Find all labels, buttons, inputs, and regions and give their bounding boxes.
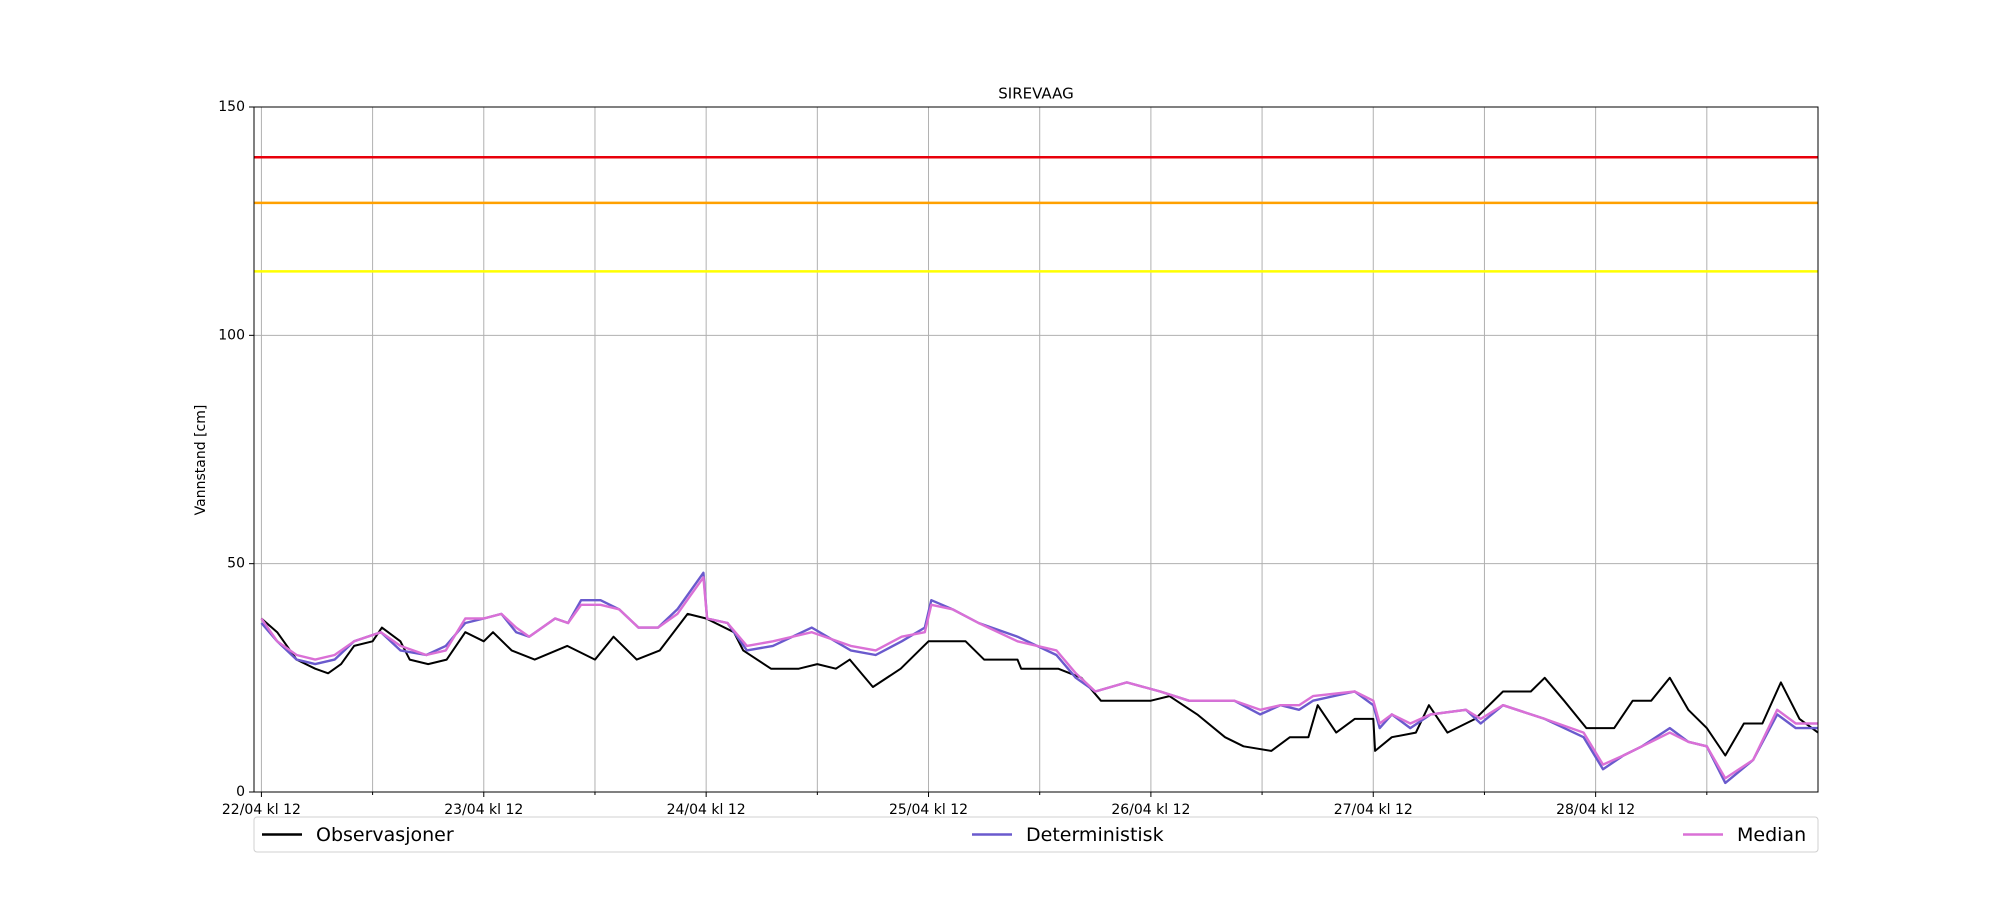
x-tick-label: 25/04 kl 12 <box>889 802 968 818</box>
series-line <box>260 576 1818 780</box>
chart-title: SIREVAAG <box>998 85 1073 103</box>
legend-box <box>253 816 1819 853</box>
x-tick-label: 26/04 kl 12 <box>1111 802 1190 818</box>
y-tick-label: 100 <box>218 327 245 343</box>
y-tick-label: 0 <box>236 784 245 800</box>
plot-frame <box>253 106 1819 793</box>
x-tick-label: 24/04 kl 12 <box>667 802 746 818</box>
series-line <box>260 612 1819 757</box>
x-tick-label: 22/04 kl 12 <box>222 802 301 818</box>
x-tick-label: 28/04 kl 12 <box>1556 802 1635 818</box>
y-tick-label: 50 <box>227 556 245 572</box>
x-tick-label: 23/04 kl 12 <box>444 802 523 818</box>
x-tick-label: 27/04 kl 12 <box>1334 802 1413 818</box>
legend-label: Observasjoner <box>316 824 454 846</box>
y-axis-label: Vannstand [cm] <box>193 405 209 516</box>
legend-label: Median <box>1737 824 1806 846</box>
legend-label: Deterministisk <box>1026 824 1164 846</box>
y-tick-label: 150 <box>218 99 245 115</box>
